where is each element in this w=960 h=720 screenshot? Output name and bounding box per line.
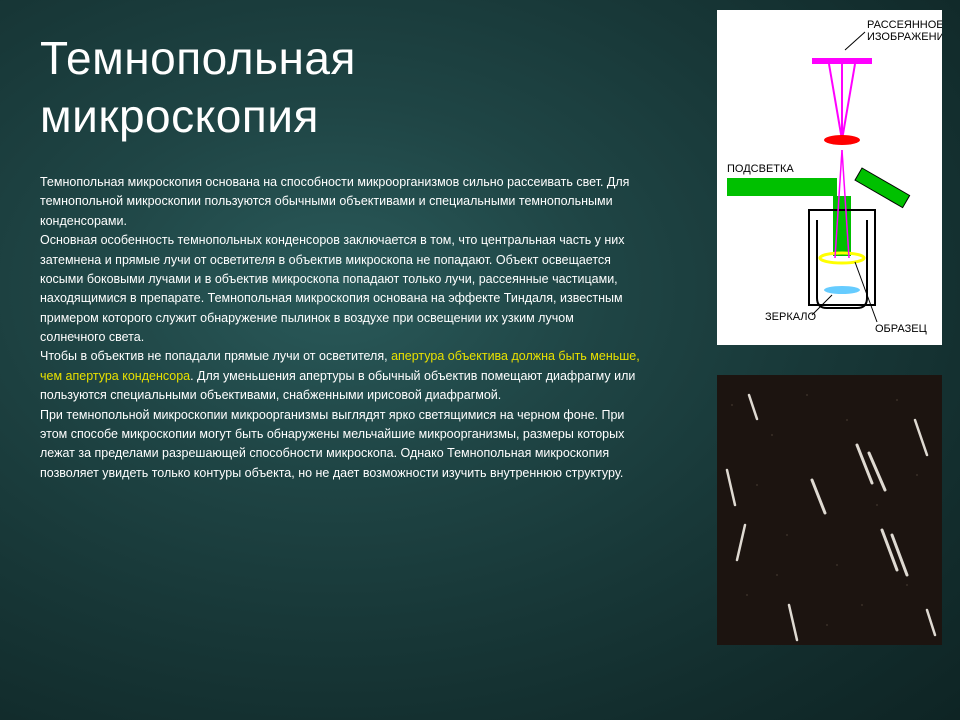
detector-bar (812, 58, 872, 64)
darkfield-micrograph (717, 375, 942, 645)
label-sample: ОБРАЗЕЦ (875, 323, 927, 335)
slide-title: Темнопольная микроскопия (40, 30, 580, 145)
paragraph-2: Основная особенность темнопольных конден… (40, 231, 640, 347)
label-scattered: РАССЕЯННОЕ ИЗОБРАЖЕНИЕ (867, 19, 942, 43)
paragraph-1: Темнопольная микроскопия основана на спо… (40, 173, 640, 231)
micrograph-svg (717, 375, 942, 645)
diagram-svg: РАССЕЯННОЕ ИЗОБРАЖЕНИЕ ПОДСВЕТКА (717, 10, 942, 345)
p3-text-a: Чтобы в объектив не попадали прямые лучи… (40, 349, 391, 363)
bottom-mirror (824, 286, 860, 294)
body-text: Темнопольная микроскопия основана на спо… (40, 173, 640, 483)
slide: Темнопольная микроскопия Темнопольная ми… (0, 0, 960, 720)
label-backlight: ПОДСВЕТКА (727, 163, 794, 175)
p1-text-b: . (123, 214, 126, 228)
paragraph-3: Чтобы в объектив не попадали прямые лучи… (40, 347, 640, 405)
paragraph-4: При темнопольной микроскопии микрооргани… (40, 406, 640, 484)
optical-diagram: РАССЕЯННОЕ ИЗОБРАЖЕНИЕ ПОДСВЕТКА (717, 10, 942, 345)
lens (824, 135, 860, 145)
ring (820, 253, 864, 263)
label-mirror: ЗЕРКАЛО (765, 311, 817, 323)
